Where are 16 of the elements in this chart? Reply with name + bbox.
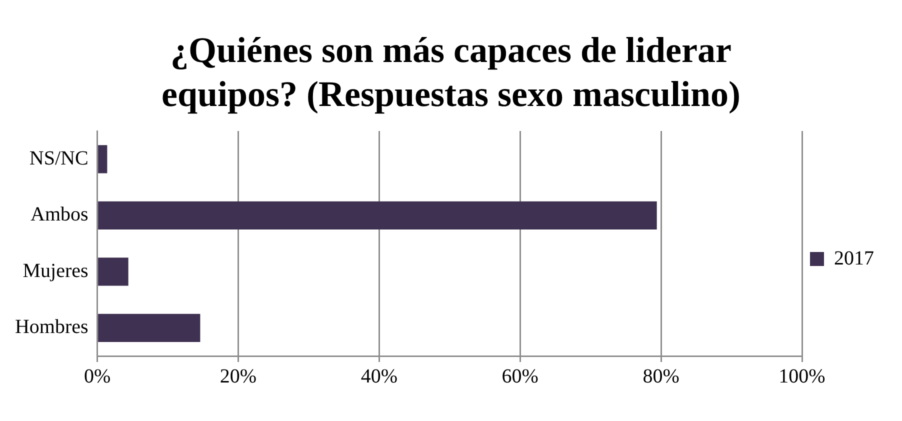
y-tick-label: Mujeres: [22, 260, 89, 282]
x-tick-label: 80%: [642, 365, 680, 388]
bar: [98, 201, 657, 230]
x-tick-label: 0%: [84, 365, 111, 388]
x-tick-label: 100%: [778, 365, 826, 388]
chart-title: ¿Quiénes son más capaces de liderar equipos? (Respuestas sexo masculino): [160, 29, 742, 116]
legend-label: 2017: [834, 247, 874, 270]
x-tick-label: 60%: [502, 365, 538, 388]
bar: [98, 145, 108, 174]
y-tick-label: NS/NC: [29, 147, 88, 170]
y-tick-label: Hombres: [14, 316, 89, 338]
x-tick-label: 20%: [220, 365, 257, 388]
bar: [98, 314, 200, 342]
y-tick-label: Ambos: [30, 204, 89, 226]
bar: [98, 258, 128, 286]
x-tick-label: 40%: [360, 365, 398, 388]
